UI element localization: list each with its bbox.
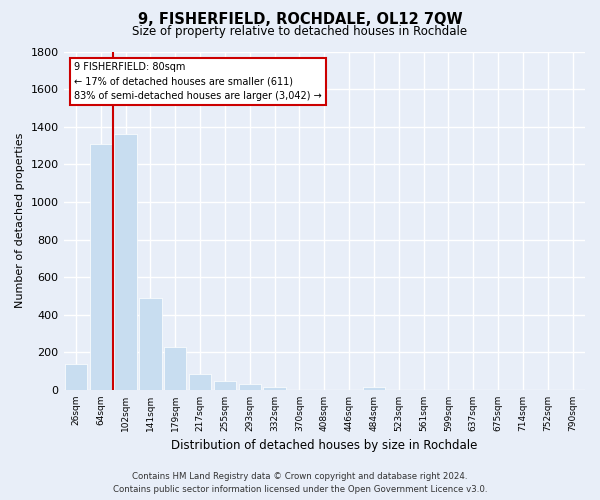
Bar [189,374,211,390]
Bar [89,144,112,390]
Bar [164,346,187,390]
Bar [139,298,161,390]
X-axis label: Distribution of detached houses by size in Rochdale: Distribution of detached houses by size … [171,440,478,452]
Bar [363,388,385,390]
Bar [115,134,137,390]
Text: 9, FISHERFIELD, ROCHDALE, OL12 7QW: 9, FISHERFIELD, ROCHDALE, OL12 7QW [137,12,463,28]
Text: Contains HM Land Registry data © Crown copyright and database right 2024.
Contai: Contains HM Land Registry data © Crown c… [113,472,487,494]
Bar [263,387,286,390]
Bar [65,364,87,390]
Y-axis label: Number of detached properties: Number of detached properties [15,133,25,308]
Bar [239,384,261,390]
Bar [214,380,236,390]
Text: Size of property relative to detached houses in Rochdale: Size of property relative to detached ho… [133,25,467,38]
Text: 9 FISHERFIELD: 80sqm
← 17% of detached houses are smaller (611)
83% of semi-deta: 9 FISHERFIELD: 80sqm ← 17% of detached h… [74,62,322,102]
